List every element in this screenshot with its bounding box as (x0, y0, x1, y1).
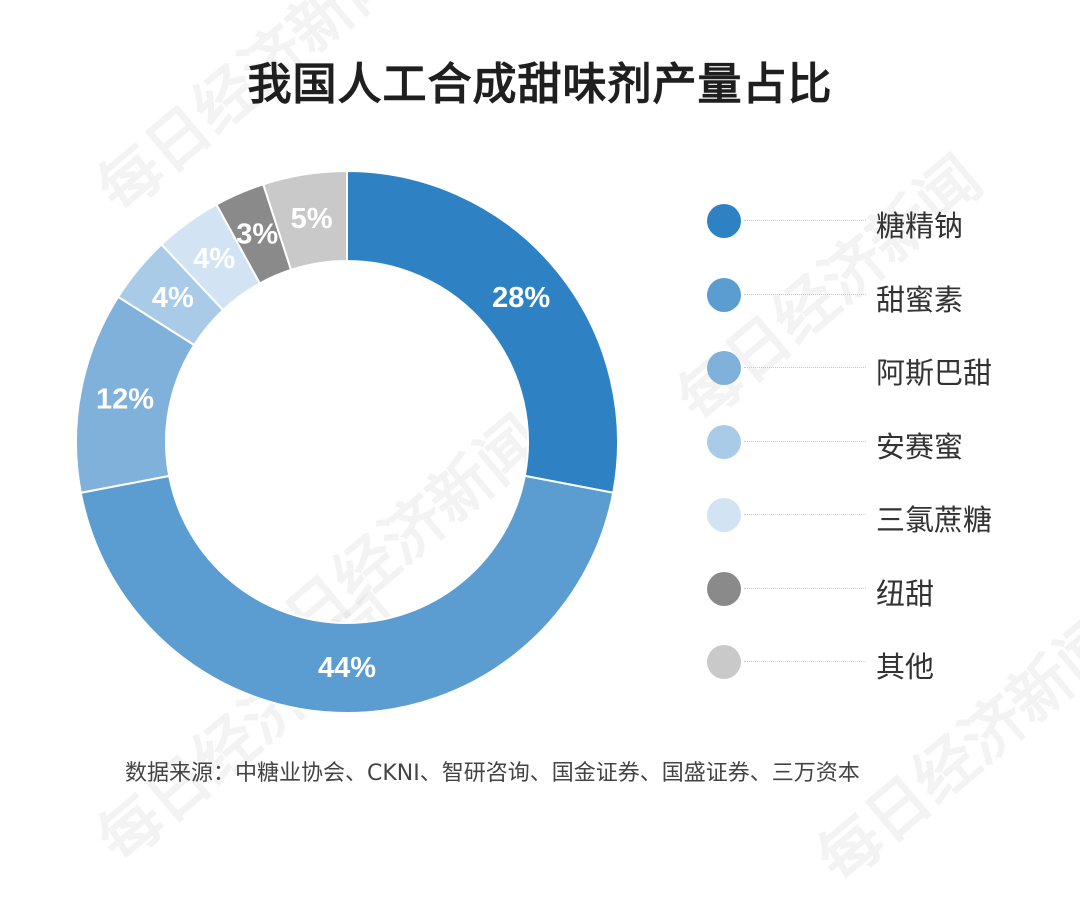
legend-label: 糖精钠 (876, 209, 964, 243)
legend-leader-line (744, 661, 866, 662)
chart-legend: 糖精钠甜蜜素阿斯巴甜安赛蜜三氯蔗糖纽甜其他 (700, 190, 1030, 705)
legend-swatch (707, 498, 741, 532)
legend-swatch (707, 645, 741, 679)
slice-percent-label-4: 4% (193, 243, 235, 275)
donut-slice-1 (79, 474, 615, 714)
data-source-note: 数据来源：中糖业协会、CKNI、智研咨询、国金证券、国盛证券、三万资本 (125, 761, 860, 786)
legend-leader-line (744, 220, 866, 221)
legend-swatch (707, 277, 741, 312)
legend-leader-line (744, 293, 866, 295)
donut-chart: 28%44%12%4%4%3% 5% (75, 169, 619, 714)
legend-item-3: 安赛蜜 (700, 411, 1030, 485)
legend-item-5: 纽甜 (700, 558, 1030, 632)
donut-slice-0 (346, 169, 619, 494)
legend-swatch (707, 424, 741, 459)
slice-percent-label-0: 28% (492, 282, 550, 314)
donut-slice-6 (261, 169, 348, 272)
chart-title: 我国人工合成甜味剂产量占比 (247, 59, 833, 110)
legend-label: 甜蜜素 (876, 282, 964, 317)
legend-item-2: 阿斯巴甜 (700, 337, 1030, 411)
legend-leader-line (744, 367, 866, 368)
slice-percent-label-2: 12% (96, 384, 154, 416)
legend-swatch (707, 204, 741, 238)
legend-leader-line (744, 587, 866, 589)
legend-item-6: 其他 (700, 631, 1030, 705)
legend-leader-line (744, 440, 866, 442)
slice-percent-label-5: 3% (236, 219, 278, 251)
legend-item-1: 甜蜜素 (700, 264, 1030, 338)
legend-label: 其他 (876, 650, 935, 684)
legend-label: 纽甜 (876, 576, 935, 611)
legend-swatch (707, 351, 741, 385)
slice-percent-label-6: 5% (291, 203, 333, 235)
legend-label: 安赛蜜 (876, 429, 964, 464)
legend-item-4: 三氯蔗糖 (700, 484, 1030, 558)
legend-leader-line (744, 514, 866, 515)
legend-swatch (707, 571, 741, 606)
legend-item-0: 糖精钠 (700, 190, 1030, 264)
slice-percent-label-1: 44% (318, 652, 376, 684)
legend-label: 阿斯巴甜 (876, 356, 993, 390)
slice-percent-label-3: 4% (152, 282, 194, 314)
legend-label: 三氯蔗糖 (876, 503, 993, 537)
